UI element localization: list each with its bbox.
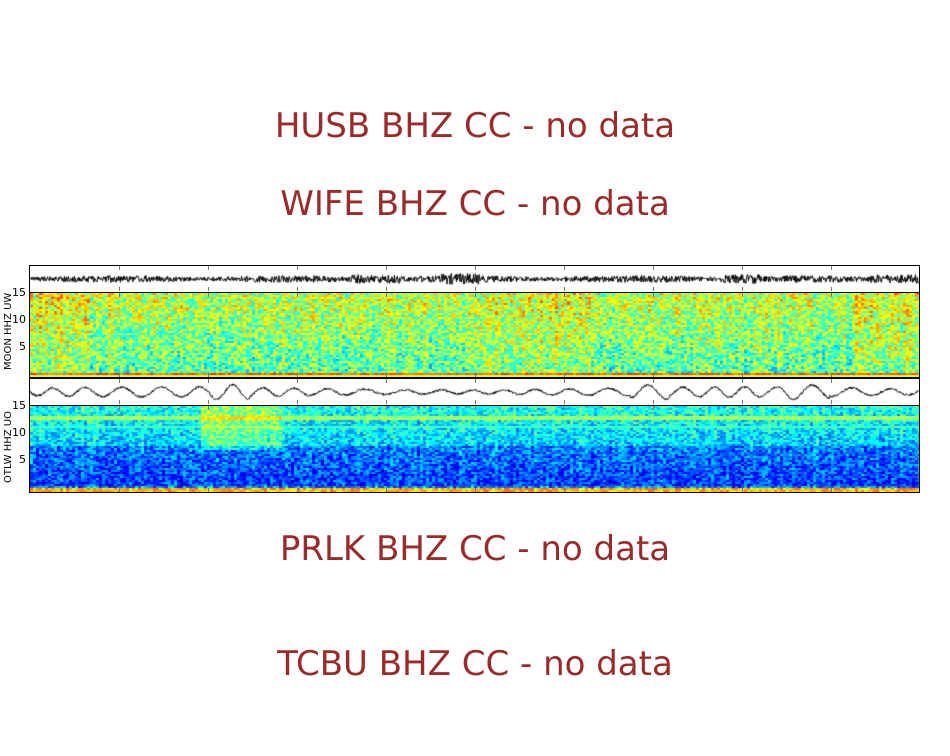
otlw-ytick-15: 15 bbox=[12, 399, 26, 412]
x-tick bbox=[119, 287, 120, 291]
x-tick bbox=[653, 400, 654, 404]
otlw-spectrogram-panel bbox=[29, 405, 920, 493]
x-tick bbox=[653, 287, 654, 291]
message-prlk: PRLK BHZ CC - no data bbox=[279, 529, 671, 569]
x-tick bbox=[297, 266, 298, 270]
x-tick bbox=[208, 488, 209, 492]
x-tick bbox=[386, 400, 387, 404]
moon-waveform-panel bbox=[29, 265, 920, 293]
x-tick bbox=[475, 293, 476, 297]
x-tick bbox=[386, 373, 387, 377]
x-tick bbox=[653, 373, 654, 377]
x-tick bbox=[475, 266, 476, 270]
x-tick bbox=[564, 400, 565, 404]
message-wife: WIFE BHZ CC - no data bbox=[280, 184, 670, 224]
x-tick bbox=[475, 406, 476, 410]
x-tick bbox=[831, 373, 832, 377]
x-tick bbox=[742, 266, 743, 270]
x-tick bbox=[564, 266, 565, 270]
otlw-ytick-5: 5 bbox=[19, 453, 26, 466]
x-tick bbox=[297, 488, 298, 492]
x-tick bbox=[386, 293, 387, 297]
x-tick bbox=[119, 266, 120, 270]
x-tick bbox=[831, 287, 832, 291]
moon-ylabel: MOON HHZ UW bbox=[3, 292, 14, 370]
message-husb: HUSB BHZ CC - no data bbox=[274, 106, 676, 146]
x-tick bbox=[475, 379, 476, 383]
x-tick bbox=[297, 379, 298, 383]
x-tick bbox=[208, 293, 209, 297]
x-tick bbox=[119, 406, 120, 410]
x-tick bbox=[742, 373, 743, 377]
x-tick bbox=[831, 488, 832, 492]
x-tick bbox=[119, 379, 120, 383]
moon-ytick-10: 10 bbox=[12, 313, 26, 326]
moon-ytick-15: 15 bbox=[12, 286, 26, 299]
x-tick bbox=[475, 400, 476, 404]
message-tcbu: TCBU BHZ CC - no data bbox=[277, 644, 673, 684]
moon-spectrogram-panel bbox=[29, 292, 920, 378]
x-tick bbox=[119, 488, 120, 492]
x-tick bbox=[564, 293, 565, 297]
x-tick bbox=[386, 379, 387, 383]
x-tick bbox=[208, 373, 209, 377]
x-tick bbox=[742, 406, 743, 410]
x-tick bbox=[208, 406, 209, 410]
x-tick bbox=[742, 488, 743, 492]
x-tick bbox=[208, 266, 209, 270]
x-tick bbox=[742, 379, 743, 383]
x-tick bbox=[653, 293, 654, 297]
x-tick bbox=[208, 379, 209, 383]
x-tick bbox=[564, 373, 565, 377]
otlw-waveform-trace bbox=[30, 379, 919, 405]
x-tick bbox=[208, 400, 209, 404]
moon-waveform-trace bbox=[30, 266, 919, 292]
x-tick bbox=[475, 373, 476, 377]
x-tick bbox=[119, 373, 120, 377]
x-tick bbox=[564, 287, 565, 291]
x-tick bbox=[742, 400, 743, 404]
x-tick bbox=[564, 488, 565, 492]
x-tick bbox=[475, 287, 476, 291]
x-tick bbox=[831, 293, 832, 297]
otlw-ylabel: OTLW HHZ UO bbox=[3, 411, 14, 483]
x-tick bbox=[564, 379, 565, 383]
x-tick bbox=[742, 293, 743, 297]
x-tick bbox=[831, 406, 832, 410]
x-tick bbox=[386, 488, 387, 492]
x-tick bbox=[564, 406, 565, 410]
x-tick bbox=[386, 266, 387, 270]
moon-ytick-5: 5 bbox=[19, 340, 26, 353]
x-tick bbox=[208, 287, 209, 291]
otlw-ytick-10: 10 bbox=[12, 426, 26, 439]
x-tick bbox=[653, 266, 654, 270]
x-tick bbox=[475, 488, 476, 492]
x-tick bbox=[119, 400, 120, 404]
x-tick bbox=[297, 293, 298, 297]
x-tick bbox=[831, 266, 832, 270]
x-tick bbox=[119, 293, 120, 297]
x-tick bbox=[297, 400, 298, 404]
x-tick bbox=[653, 488, 654, 492]
x-tick bbox=[386, 287, 387, 291]
x-tick bbox=[653, 379, 654, 383]
x-tick bbox=[831, 400, 832, 404]
x-tick bbox=[742, 287, 743, 291]
x-tick bbox=[297, 287, 298, 291]
x-tick bbox=[831, 379, 832, 383]
moon-spectrogram bbox=[30, 293, 919, 377]
x-tick bbox=[386, 406, 387, 410]
x-tick bbox=[653, 406, 654, 410]
x-tick bbox=[297, 373, 298, 377]
x-tick bbox=[297, 406, 298, 410]
otlw-spectrogram bbox=[30, 406, 919, 492]
